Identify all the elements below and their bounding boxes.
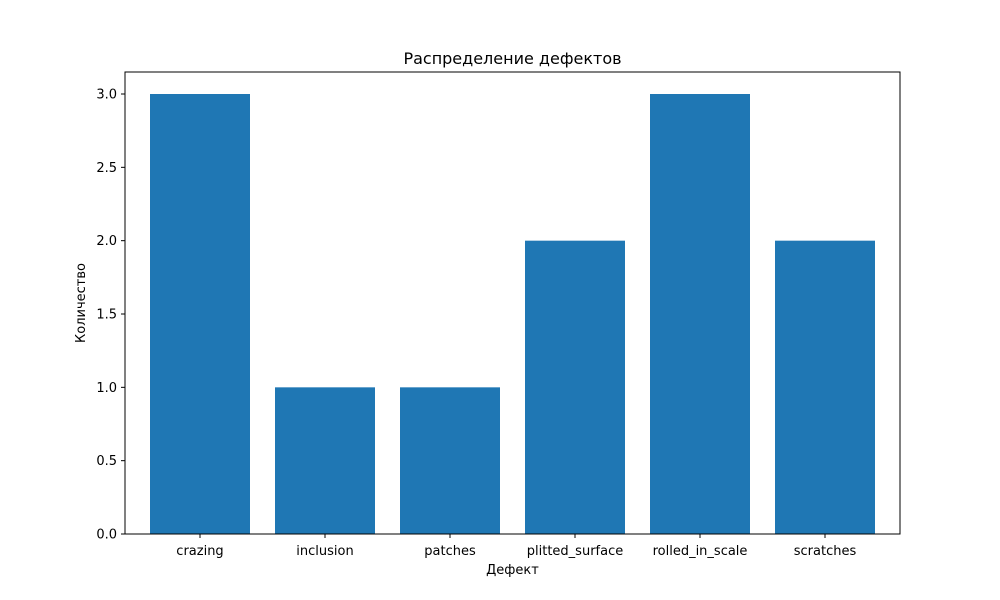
bar-inclusion <box>275 387 375 534</box>
x-tick-label: rolled_in_scale <box>653 544 748 559</box>
y-tick-label: 2.0 <box>96 234 117 249</box>
y-tick-label: 2.5 <box>96 161 117 176</box>
y-axis-title: Количество <box>74 263 89 343</box>
y-axis-ticks: 0.0 0.5 1.0 1.5 2.0 2.5 3.0 <box>96 88 125 543</box>
x-tick-label: patches <box>424 544 476 559</box>
bar-rolled-in-scale <box>650 94 750 534</box>
bar-crazing <box>150 94 250 534</box>
x-axis-ticks: crazing inclusion patches plitted_surface ro… <box>176 534 856 559</box>
bar-scratches <box>775 240 875 534</box>
y-tick-label: 0.5 <box>96 454 117 469</box>
bar-patches <box>400 387 500 534</box>
y-tick-label: 1.5 <box>96 308 117 323</box>
y-tick-label: 0.0 <box>96 528 117 543</box>
y-tick-label: 1.0 <box>96 381 117 396</box>
x-tick-label: scratches <box>794 544 857 559</box>
x-tick-label: crazing <box>176 544 223 559</box>
x-tick-label: inclusion <box>296 544 353 559</box>
y-tick-label: 3.0 <box>96 88 117 103</box>
bars-layer <box>150 94 875 534</box>
plot-frame <box>124 71 901 535</box>
x-axis-title: Дефект <box>486 563 539 578</box>
bar-plitted-surface <box>525 240 625 534</box>
x-tick-label: plitted_surface <box>527 544 623 559</box>
axes-layer <box>124 71 901 535</box>
chart-title: Распределение дефектов <box>403 49 621 68</box>
